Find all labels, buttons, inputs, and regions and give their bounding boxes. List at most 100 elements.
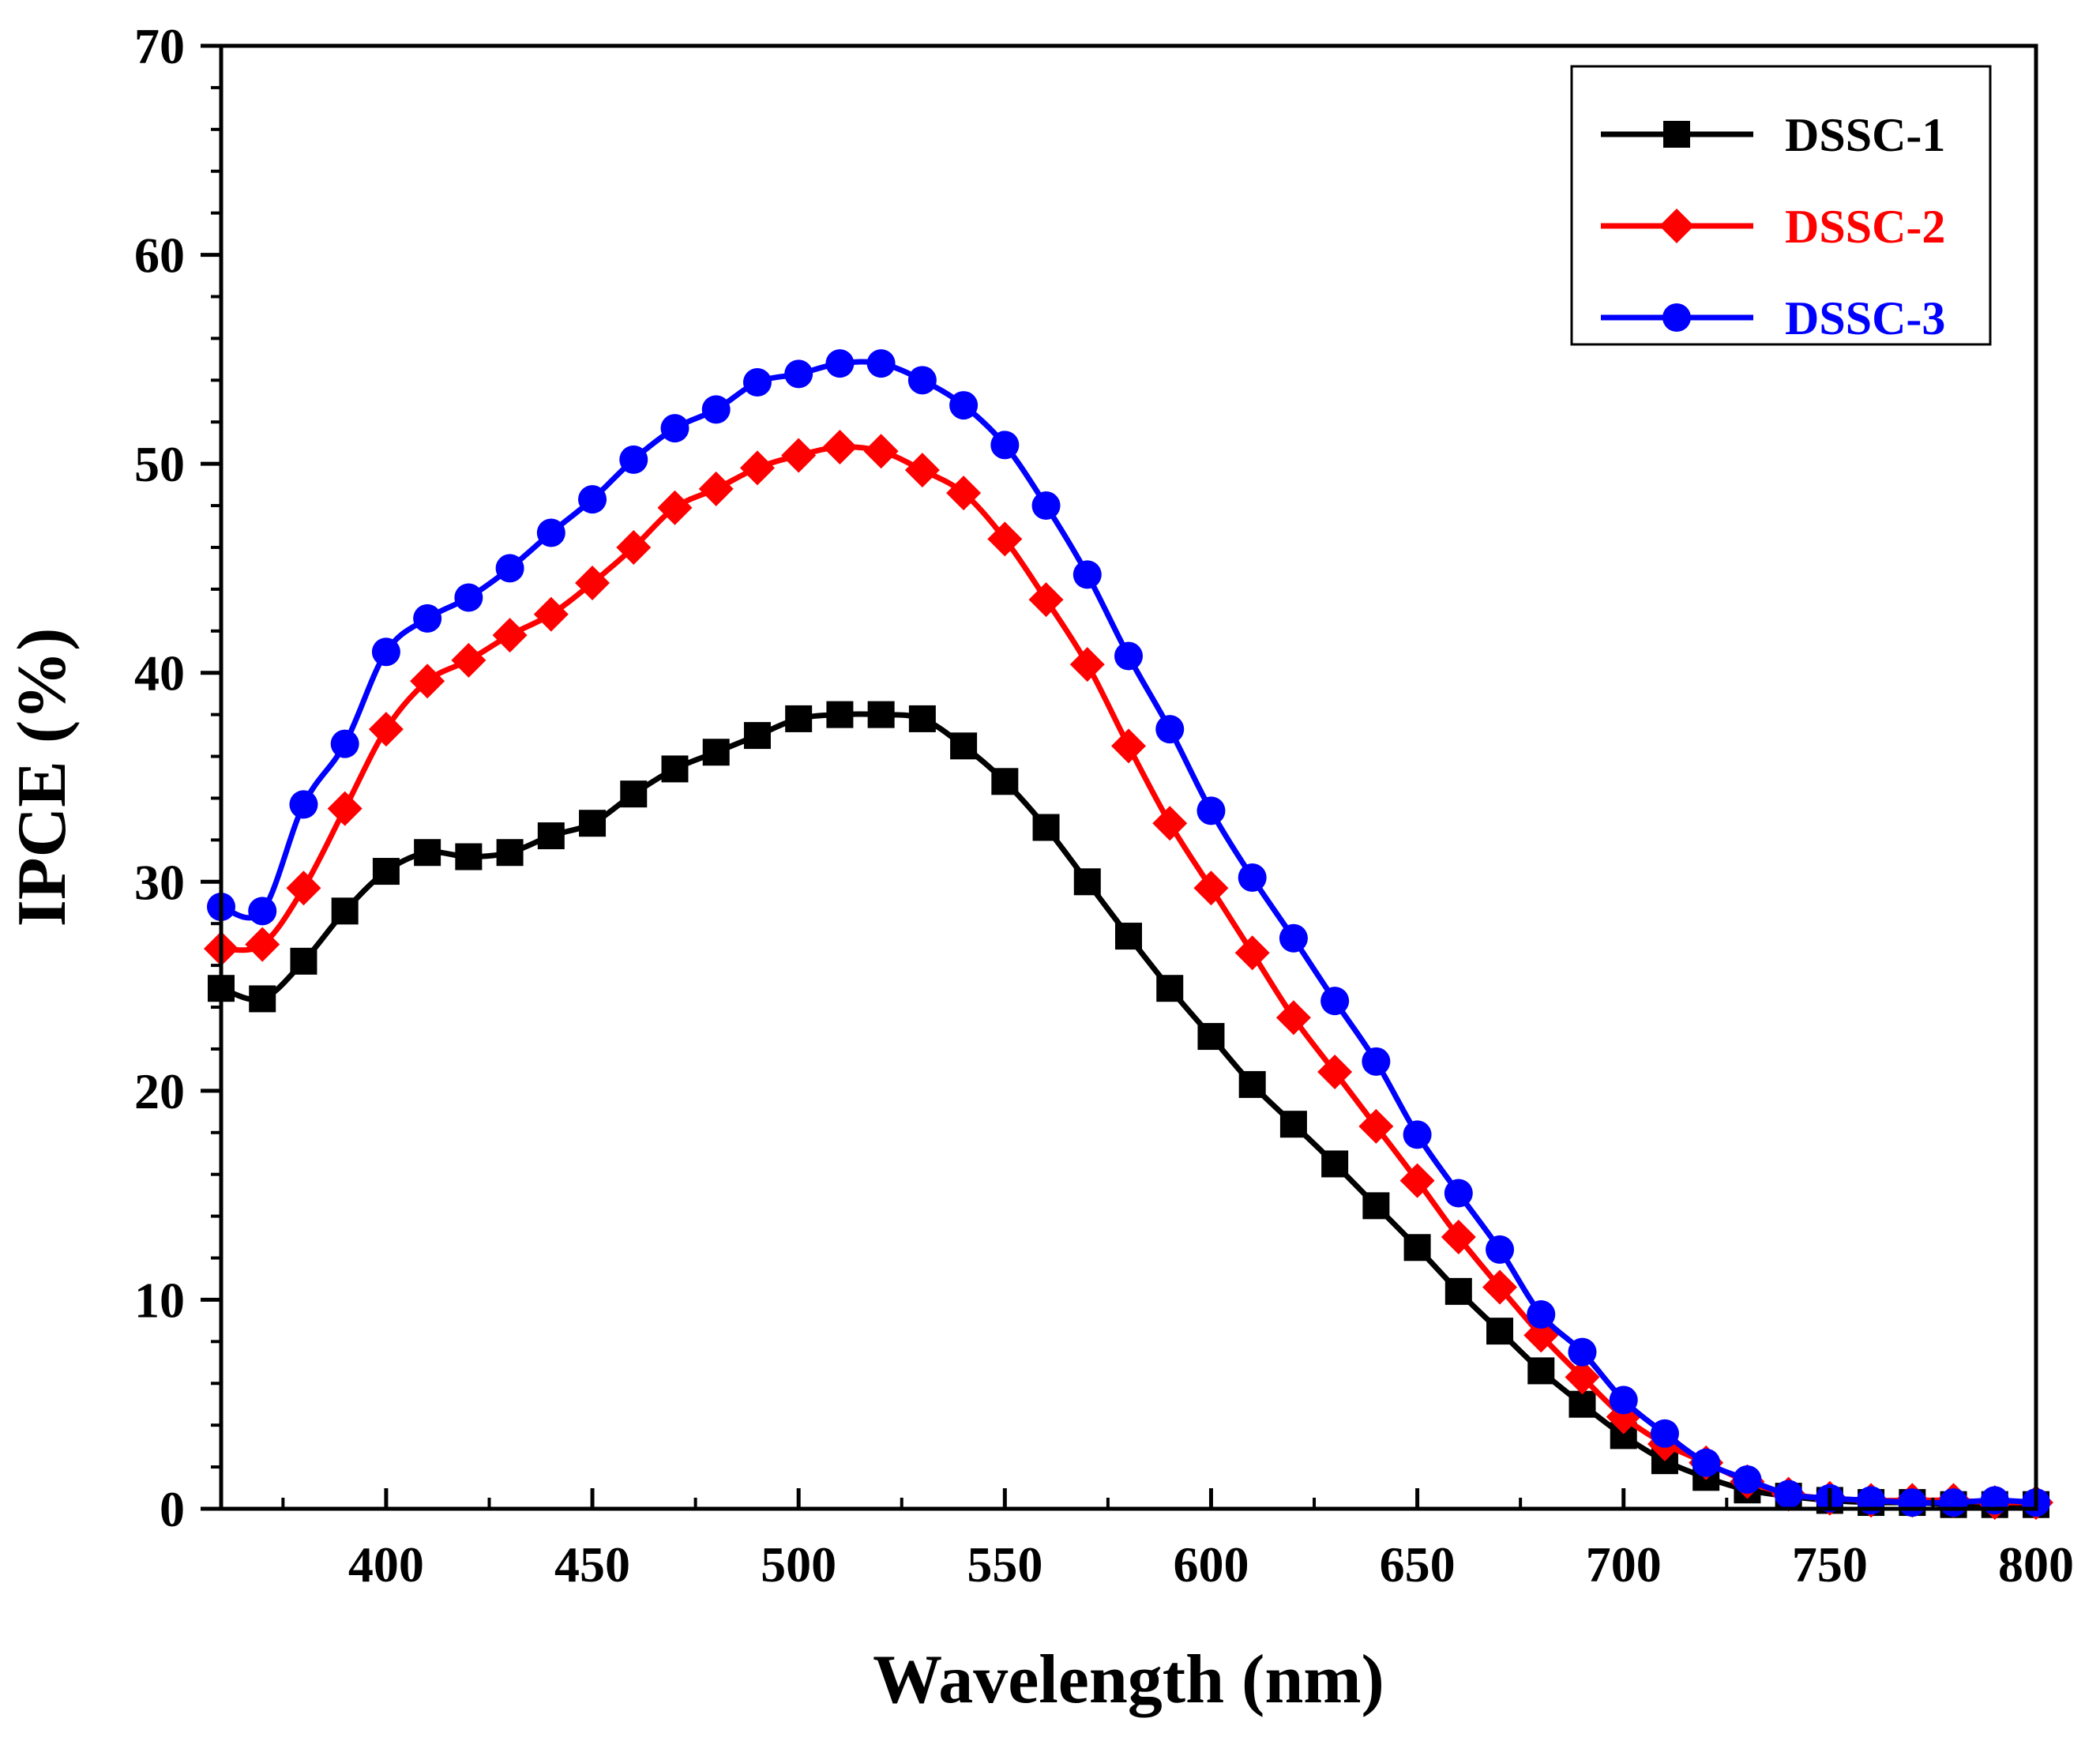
data-point [537, 822, 565, 850]
y-tick-label: 50 [134, 436, 185, 492]
data-point [1362, 1047, 1391, 1076]
data-point [1399, 1163, 1435, 1198]
legend-marker [1659, 209, 1694, 243]
data-point [1486, 1318, 1514, 1345]
data-point [372, 858, 400, 886]
data-point [368, 712, 404, 747]
data-point [410, 664, 445, 699]
data-point [987, 521, 1023, 557]
data-point [249, 985, 276, 1013]
data-point [1403, 1120, 1432, 1149]
data-point [1279, 1111, 1307, 1138]
x-tick-label: 700 [1586, 1536, 1662, 1592]
y-tick-label: 60 [134, 227, 185, 284]
data-point [1197, 796, 1226, 825]
data-point [657, 490, 693, 525]
series-layer [204, 349, 2053, 1521]
data-point [867, 701, 895, 728]
data-point [1444, 1277, 1472, 1305]
x-tick-label: 450 [554, 1536, 630, 1592]
data-point [413, 604, 442, 633]
y-axis-title: IPCE (%) [4, 628, 81, 927]
data-point [863, 434, 899, 469]
data-point [533, 596, 569, 632]
data-point [1358, 1108, 1394, 1144]
data-point [1279, 923, 1308, 953]
x-tick-label: 800 [1998, 1536, 2074, 1592]
x-tick-label: 600 [1173, 1536, 1249, 1592]
data-point [1527, 1299, 1556, 1329]
data-point [1197, 1023, 1225, 1051]
data-point [785, 705, 813, 732]
data-point [950, 732, 978, 760]
data-point [1193, 870, 1229, 906]
data-point [1565, 1359, 1600, 1395]
data-point [949, 391, 979, 420]
data-point [1321, 1150, 1349, 1178]
data-point [1774, 1480, 1803, 1509]
data-point [908, 705, 936, 732]
data-point [371, 637, 400, 667]
data-point [1403, 1234, 1431, 1262]
data-point [1069, 647, 1105, 682]
data-point [455, 843, 483, 870]
legend-item-dssc-3: DSSC-3 [1601, 292, 1945, 344]
data-point [579, 810, 607, 837]
legend-item-dssc-2: DSSC-2 [1601, 201, 1945, 253]
y-tick-label: 40 [134, 645, 185, 701]
x-tick-label: 750 [1792, 1536, 1868, 1592]
data-point [946, 476, 982, 511]
data-point [1156, 975, 1184, 1002]
data-point [492, 618, 528, 653]
x-tick-label: 500 [761, 1536, 836, 1592]
data-point [822, 429, 858, 464]
axes: 400 450 500 550 600 650 700 750 800 0 10 20 30 40 50 60… [134, 18, 2074, 1592]
data-point [1486, 1235, 1515, 1264]
data-point [904, 453, 940, 488]
data-point [1073, 560, 1102, 589]
data-point [1609, 1386, 1638, 1415]
legend-marker [1663, 121, 1690, 148]
data-point [1152, 806, 1188, 841]
data-point [826, 701, 854, 728]
data-point [701, 395, 731, 424]
data-point [289, 790, 318, 819]
legend-label: DSSC-2 [1785, 201, 1945, 253]
data-point [702, 739, 730, 766]
data-point [1317, 1055, 1353, 1090]
data-point [1692, 1448, 1721, 1477]
legend-label: DSSC-1 [1785, 109, 1945, 161]
data-point [327, 791, 363, 826]
data-point [1028, 582, 1064, 618]
data-point [990, 431, 1020, 460]
data-point [907, 366, 937, 395]
data-point [616, 529, 652, 565]
legend-box [1570, 65, 1992, 346]
data-point [1032, 814, 1060, 841]
data-point [1441, 1220, 1476, 1255]
data-point [1650, 1419, 1679, 1448]
data-point [1238, 1070, 1266, 1098]
data-point [1115, 923, 1142, 950]
data-point [1155, 715, 1185, 744]
data-point [1444, 1179, 1473, 1208]
y-tick-label: 30 [134, 854, 185, 910]
data-point [330, 729, 359, 758]
data-point [620, 780, 648, 808]
data-point [414, 839, 441, 867]
data-point [1898, 1488, 1927, 1517]
data-point [866, 349, 896, 378]
data-point [451, 642, 486, 678]
data-point [742, 367, 772, 397]
data-point [1111, 728, 1146, 764]
data-point [698, 471, 734, 506]
data-point [825, 349, 855, 378]
data-point [1568, 1337, 1597, 1367]
data-point [578, 485, 607, 514]
plot-area-frame [219, 43, 2038, 1511]
data-point [739, 450, 775, 486]
data-point [1031, 491, 1061, 521]
data-point [1482, 1269, 1518, 1305]
data-point [290, 947, 317, 975]
